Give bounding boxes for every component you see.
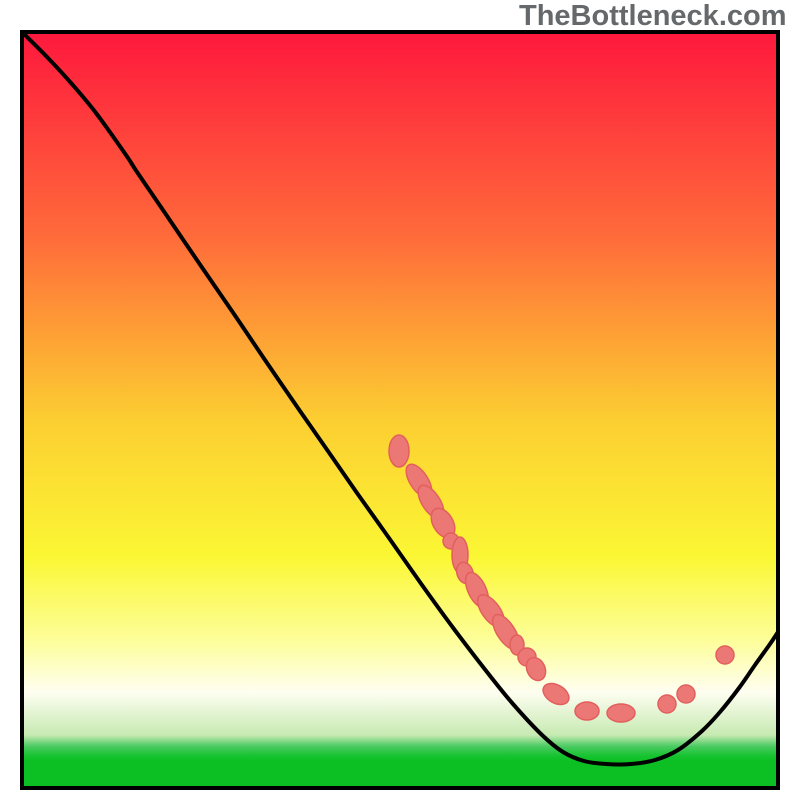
bottleneck-curve	[24, 34, 778, 764]
watermark-label: TheBottleneck.com	[519, 0, 787, 33]
chart-overlay	[0, 0, 800, 800]
plot-border	[22, 32, 778, 788]
data-marker	[607, 704, 635, 722]
data-markers	[389, 435, 734, 722]
data-marker	[677, 685, 695, 703]
data-marker	[658, 695, 676, 713]
chart-canvas: TheBottleneck.com	[0, 0, 800, 800]
data-marker	[575, 702, 599, 720]
data-marker	[389, 435, 409, 467]
data-marker	[716, 646, 734, 664]
data-marker	[539, 679, 572, 709]
